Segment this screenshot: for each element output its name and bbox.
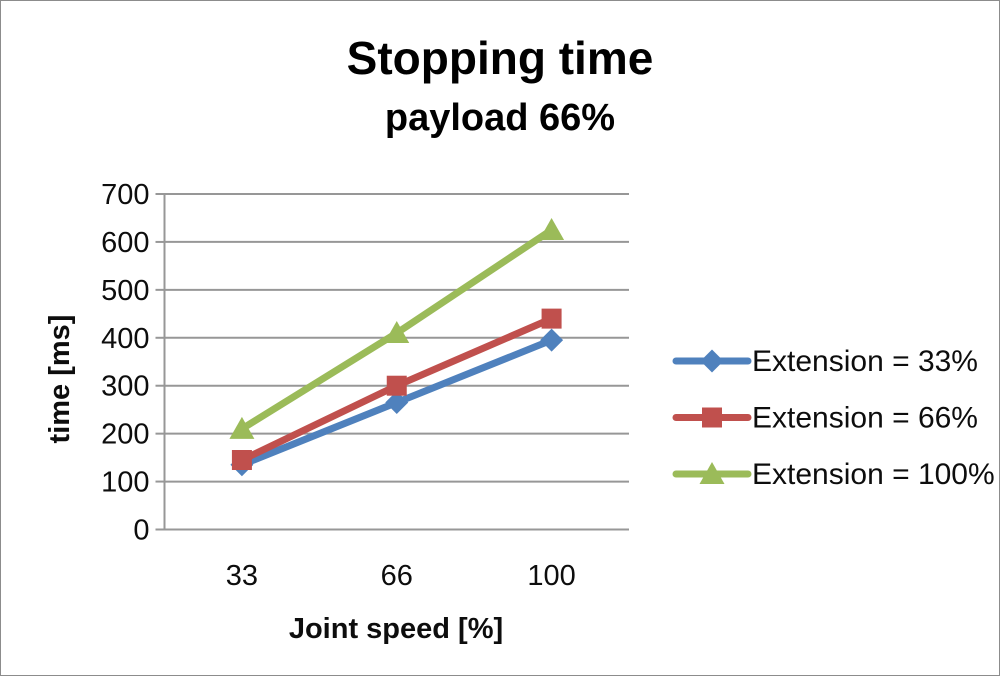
y-tick-label: 200 — [101, 419, 149, 451]
legend-label: Extension = 100% — [752, 458, 995, 491]
x-axis-title: Joint speed [%] — [289, 613, 503, 645]
y-tick-label: 300 — [101, 371, 149, 403]
x-tick-label: 100 — [527, 560, 575, 592]
series-marker-diamond — [385, 390, 409, 414]
series-marker-diamond — [540, 328, 564, 352]
series-marker-square — [702, 407, 722, 428]
series-marker-triangle — [539, 217, 565, 240]
series-marker-triangle — [229, 416, 255, 439]
legend: Extension = 33% Extension = 66% Extension … — [672, 345, 995, 491]
y-tick-label: 0 — [133, 515, 149, 547]
legend-label: Extension = 66% — [752, 402, 978, 435]
legend-label: Extension = 33% — [752, 345, 978, 378]
series-layer — [229, 217, 565, 477]
y-tick-label: 600 — [101, 227, 149, 259]
y-tick-label: 700 — [101, 179, 149, 211]
chart-subtitle: payload 66% — [384, 97, 616, 139]
y-tick-label: 500 — [101, 275, 149, 307]
axis-layer: 0 100 200 300 400 500 600 700 33 66 100 — [101, 179, 629, 592]
x-tick-label: 33 — [226, 560, 258, 592]
y-tick-label: 100 — [101, 467, 149, 499]
series-marker-square — [386, 375, 407, 396]
series-marker-square — [231, 450, 252, 471]
chart-title: Stopping time — [346, 32, 654, 84]
series-marker-diamond — [700, 349, 724, 373]
y-axis-title: time [ms] — [44, 315, 76, 444]
series-marker-triangle — [699, 462, 725, 484]
x-tick-label: 66 — [381, 560, 413, 592]
series-marker-square — [541, 308, 562, 329]
series-marker-triangle — [384, 320, 410, 343]
y-tick-label: 400 — [101, 323, 149, 355]
